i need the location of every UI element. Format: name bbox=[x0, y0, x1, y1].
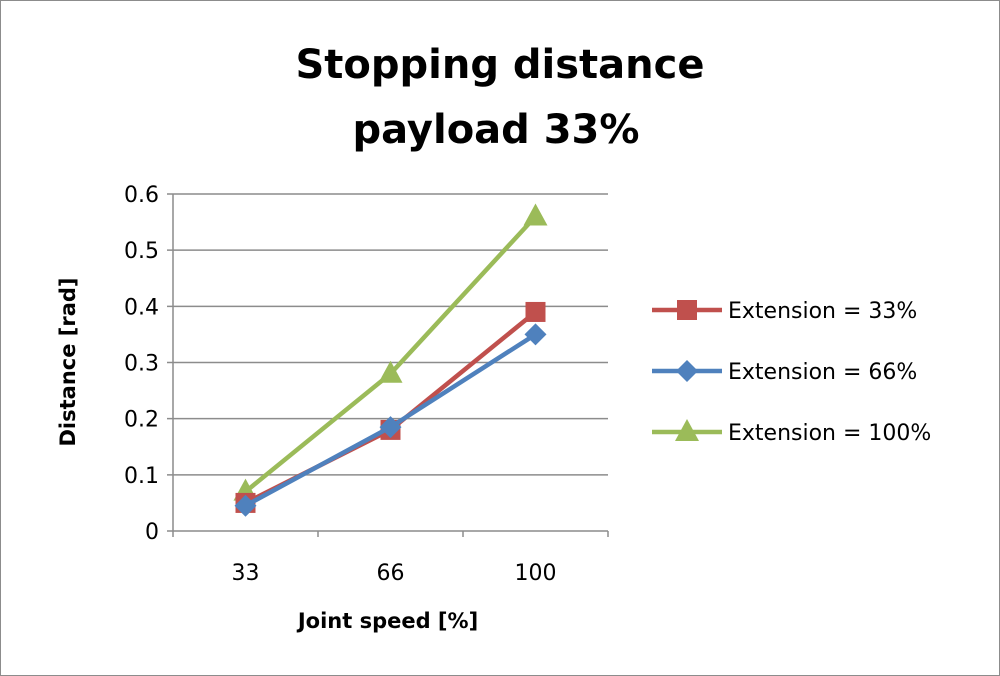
diamond-marker bbox=[524, 323, 547, 346]
y-axis-label: Distance [rad] bbox=[56, 277, 80, 446]
legend-label: Extension = 66% bbox=[728, 360, 917, 385]
x-tick-label: 100 bbox=[515, 561, 557, 586]
x-axis-label: Joint speed [%] bbox=[296, 609, 478, 633]
square-marker bbox=[525, 301, 546, 322]
series-diamond bbox=[234, 323, 547, 517]
series-square bbox=[235, 301, 546, 513]
legend-item: Extension = 33% bbox=[652, 299, 917, 324]
x-tick-label: 66 bbox=[377, 561, 405, 586]
square-marker bbox=[677, 300, 697, 320]
series-triangle bbox=[233, 203, 548, 501]
legend-item: Extension = 100% bbox=[652, 419, 931, 446]
y-tick-label: 0.1 bbox=[124, 464, 159, 489]
y-tick-label: 0.4 bbox=[124, 295, 159, 320]
triangle-marker bbox=[378, 360, 403, 383]
chart-title: Stopping distance bbox=[295, 42, 704, 88]
chart-subtitle: payload 33% bbox=[353, 107, 640, 153]
triangle-marker bbox=[675, 419, 699, 441]
triangle-marker bbox=[523, 203, 548, 226]
y-tick-label: 0.6 bbox=[124, 183, 159, 208]
diamond-marker bbox=[676, 360, 698, 382]
legend-label: Extension = 33% bbox=[728, 299, 917, 324]
y-tick-label: 0.5 bbox=[124, 239, 159, 264]
series-line bbox=[244, 214, 538, 494]
diamond-marker bbox=[234, 494, 257, 517]
y-tick-label: 0.3 bbox=[124, 352, 159, 377]
legend-label: Extension = 100% bbox=[728, 421, 931, 446]
x-tick-label: 33 bbox=[232, 561, 260, 586]
y-tick-label: 0.2 bbox=[124, 408, 159, 433]
legend-item: Extension = 66% bbox=[652, 360, 917, 385]
diamond-marker bbox=[379, 416, 402, 439]
y-tick-label: 0 bbox=[145, 520, 159, 545]
